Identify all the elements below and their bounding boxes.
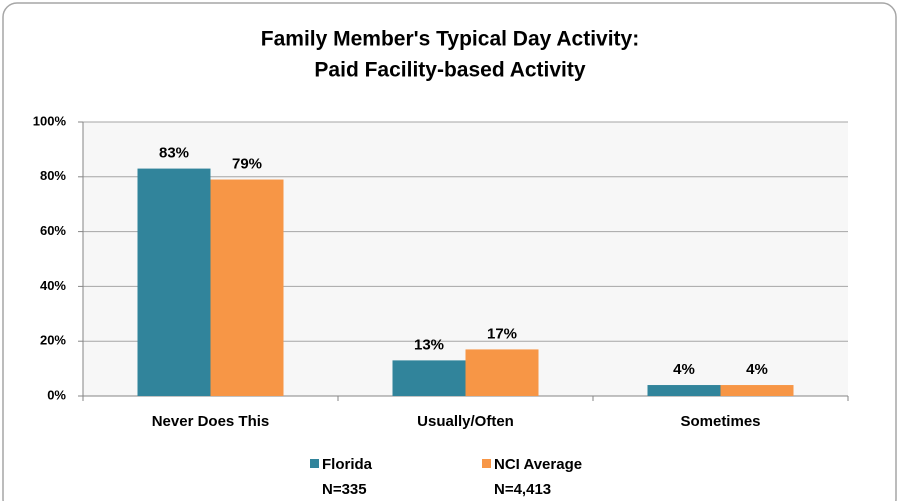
y-tick-label: 60% xyxy=(40,223,66,238)
bar xyxy=(392,360,466,396)
data-label: 79% xyxy=(232,156,262,173)
legend-swatch xyxy=(482,459,491,468)
x-tick-label: Never Does This xyxy=(152,413,270,430)
bar xyxy=(720,385,794,396)
bar xyxy=(465,349,539,396)
y-tick-label: 80% xyxy=(40,168,66,183)
bar xyxy=(210,179,284,396)
chart-title: Family Member's Typical Day Activity: xyxy=(261,28,639,51)
legend-note: N=4,413 xyxy=(494,481,551,498)
legend-label: NCI Average xyxy=(494,456,582,473)
data-label: 17% xyxy=(487,325,517,342)
legend-swatch xyxy=(310,459,319,468)
bar xyxy=(137,168,211,396)
y-tick-label: 40% xyxy=(40,278,66,293)
y-tick-label: 0% xyxy=(47,387,66,402)
data-label: 4% xyxy=(746,361,768,378)
chart-title: Paid Facility-based Activity xyxy=(314,59,585,82)
data-label: 13% xyxy=(414,336,444,353)
data-label: 83% xyxy=(159,145,189,162)
legend-label: Florida xyxy=(322,456,373,473)
bar xyxy=(647,385,721,396)
y-tick-label: 20% xyxy=(40,333,66,348)
x-tick-label: Sometimes xyxy=(680,413,760,430)
x-tick-label: Usually/Often xyxy=(417,413,514,430)
legend-note: N=335 xyxy=(322,481,367,498)
data-label: 4% xyxy=(673,361,695,378)
y-tick-label: 100% xyxy=(33,113,67,128)
